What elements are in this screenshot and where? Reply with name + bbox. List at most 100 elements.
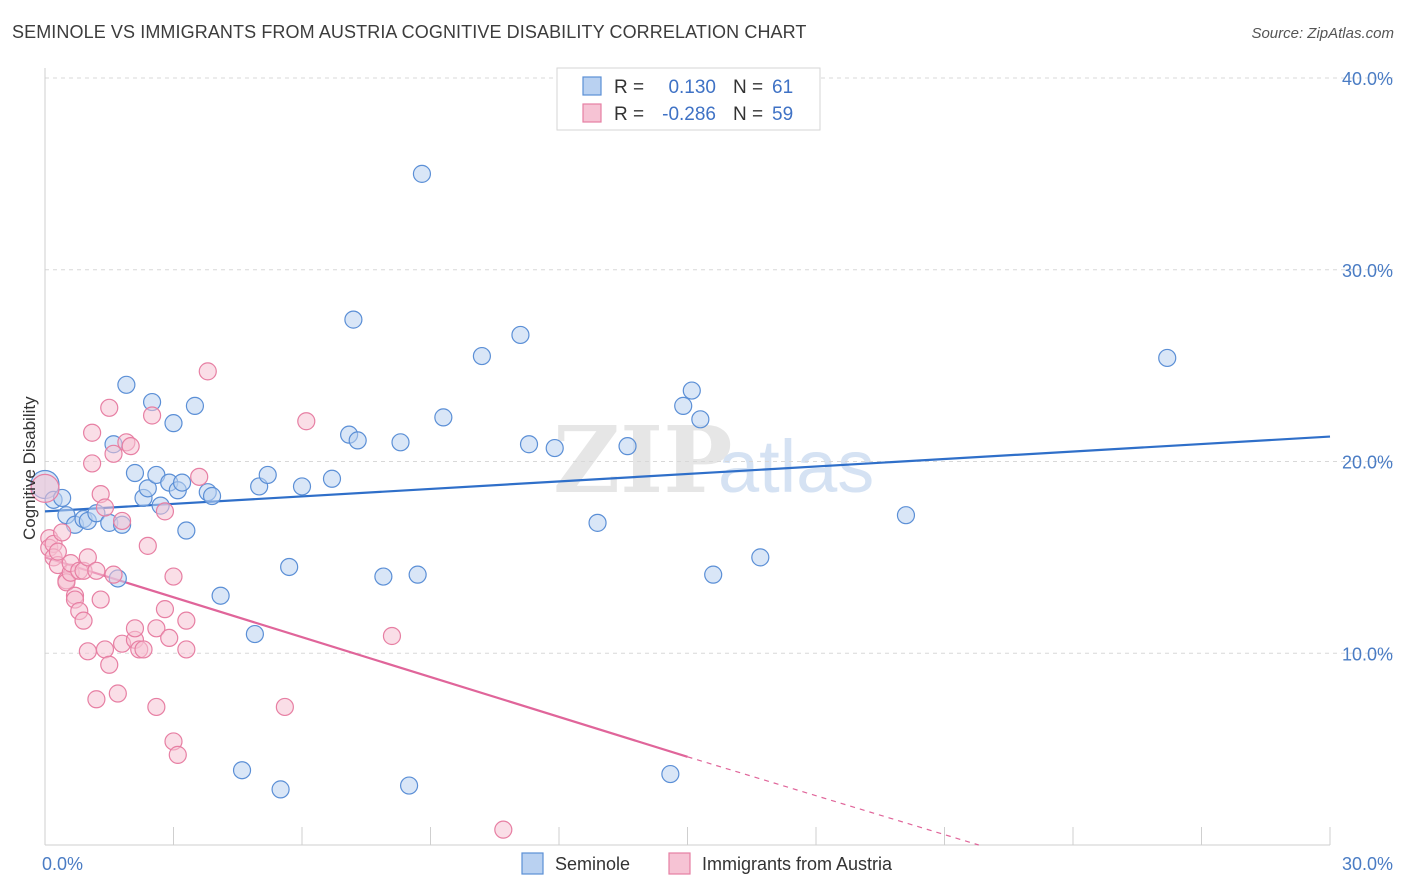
data-point-blue [691, 410, 710, 429]
data-point-pink [177, 640, 196, 659]
data-point-blue [164, 414, 183, 433]
y-tick-labels: 10.0% 20.0% 30.0% 40.0% [1342, 69, 1393, 664]
x-tick-labels: 0.0% 30.0% [42, 854, 1393, 874]
data-point-blue [896, 506, 916, 525]
data-point-pink [100, 398, 119, 417]
data-point-blue [172, 473, 192, 492]
legend-box: R = 0.130 N = 61 R = -0.286 N = 59 [556, 67, 821, 131]
x-tick-label: 0.0% [42, 854, 83, 874]
trend-line-blue [44, 435, 1331, 513]
data-point-blue [271, 780, 290, 799]
chart-title: SEMINOLE VS IMMIGRANTS FROM AUSTRIA COGN… [12, 22, 807, 42]
data-point-blue [391, 433, 410, 452]
data-point-pink [177, 611, 196, 630]
y-tick-label: 30.0% [1342, 261, 1393, 281]
legend-r-value: 0.130 [668, 77, 716, 98]
data-point-pink [121, 437, 140, 456]
data-point-blue [258, 465, 277, 485]
data-point-blue [280, 557, 299, 577]
data-point-blue [519, 435, 539, 454]
data-point-blue [399, 776, 419, 795]
data-point-pink [125, 619, 145, 638]
data-point-pink [494, 820, 513, 839]
y-tick-label: 20.0% [1342, 453, 1393, 473]
legend-r-label: R = [614, 104, 644, 125]
trend-line-pink [44, 556, 688, 758]
x-tick-label: 30.0% [1342, 854, 1393, 874]
data-point-pink [147, 619, 166, 638]
data-point-blue [661, 764, 680, 784]
data-point-pink [155, 600, 175, 619]
data-point-blue [344, 310, 363, 329]
data-point-pink [104, 444, 123, 463]
data-point-pink [87, 561, 106, 580]
data-point-pink [198, 362, 217, 381]
chart-source: Source: ZipAtlas.com [1251, 25, 1394, 42]
data-point-blue [434, 408, 453, 427]
data-point-pink [275, 697, 294, 717]
data-point-blue [588, 513, 607, 532]
data-point-blue [374, 567, 393, 586]
data-point-pink [87, 690, 106, 709]
series-legend-label: Seminole [555, 854, 630, 874]
data-point-blue [545, 438, 564, 458]
data-point-blue [117, 375, 136, 394]
legend-n-value: 59 [772, 104, 793, 125]
data-point-pink [168, 745, 187, 764]
data-point-blue [472, 346, 491, 366]
trend-line-dashed-pink [687, 756, 979, 846]
series-legend-swatch-blue [521, 852, 544, 875]
data-point-blue [125, 463, 145, 483]
data-point-pink [53, 523, 72, 542]
grid-lines [45, 77, 1395, 654]
data-point-blue [185, 396, 205, 415]
data-point-blue [232, 761, 252, 780]
data-point-pink [190, 467, 209, 486]
data-point-pink [382, 626, 402, 646]
data-point-pink [147, 697, 166, 717]
data-point-blue [412, 164, 432, 183]
y-tick-label: 40.0% [1342, 69, 1393, 89]
data-point-blue [322, 469, 342, 488]
y-axis-label: Cognitive Disability [20, 396, 39, 540]
legend-swatch-pink [582, 103, 602, 123]
data-point-pink [95, 498, 115, 517]
data-point-pink [112, 511, 132, 531]
data-point-pink [104, 565, 123, 584]
legend-swatch-blue [582, 76, 602, 96]
data-point-pink [91, 590, 110, 609]
data-point-blue [202, 486, 222, 506]
data-point-pink [160, 628, 179, 648]
data-point-blue [674, 396, 693, 415]
legend-n-label: N = [733, 77, 763, 98]
series-legend: Seminole Immigrants from Austria [521, 852, 893, 875]
data-point-pink [138, 536, 157, 555]
data-point-blue [704, 565, 723, 584]
data-point-blue [292, 477, 312, 496]
watermark-atlas: atlas [718, 425, 874, 508]
data-point-blue [138, 479, 157, 498]
data-point-pink [78, 642, 97, 661]
data-point-pink [48, 542, 67, 561]
data-point-pink [142, 406, 162, 425]
legend-r-label: R = [614, 77, 644, 98]
data-point-pink [134, 640, 153, 659]
data-point-blue [408, 565, 427, 584]
data-point-pink [155, 502, 175, 521]
data-point-blue [511, 325, 530, 345]
data-point-blue [348, 431, 367, 450]
data-point-pink [83, 454, 102, 473]
legend-n-label: N = [733, 104, 763, 125]
data-point-blue [682, 381, 701, 400]
axes [44, 68, 1331, 846]
data-point-pink [78, 548, 97, 567]
data-point-blue [1158, 348, 1177, 368]
data-point-pink [108, 684, 127, 703]
data-points [30, 164, 1177, 839]
data-point-pink [74, 611, 93, 630]
data-point-pink [83, 423, 102, 442]
data-point-pink [95, 640, 115, 659]
data-point-blue [618, 437, 637, 456]
series-legend-swatch-pink [668, 852, 691, 875]
